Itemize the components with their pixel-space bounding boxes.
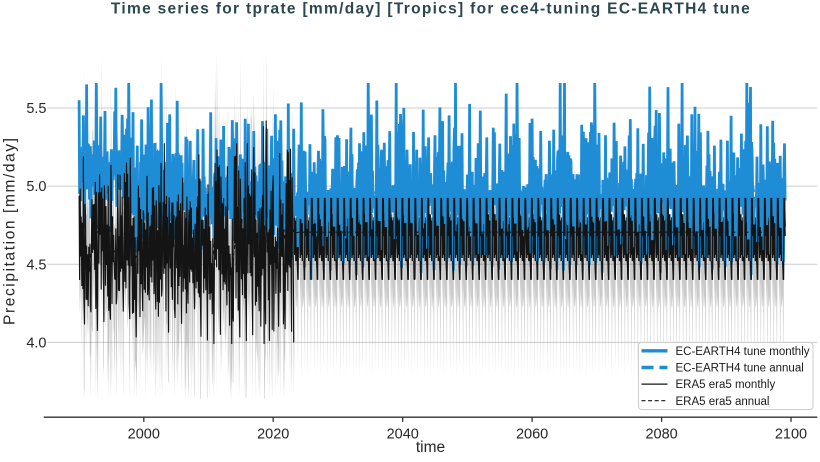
svg-text:Time series for tprate [mm/day: Time series for tprate [mm/day] [Tropics… — [111, 0, 751, 17]
svg-text:2060: 2060 — [516, 427, 548, 443]
svg-text:2040: 2040 — [387, 427, 419, 443]
svg-text:2020: 2020 — [257, 427, 289, 443]
svg-text:5.5: 5.5 — [26, 101, 46, 117]
svg-text:Precipitation [mm/day]: Precipitation [mm/day] — [2, 136, 19, 325]
svg-text:ERA5 era5 annual: ERA5 era5 annual — [676, 396, 770, 408]
svg-text:EC-EARTH4 tune monthly: EC-EARTH4 tune monthly — [676, 346, 810, 358]
svg-text:2100: 2100 — [775, 427, 807, 443]
svg-text:5.0: 5.0 — [26, 179, 46, 195]
svg-text:time: time — [416, 439, 445, 456]
svg-text:4.5: 4.5 — [26, 257, 46, 273]
svg-text:4.0: 4.0 — [26, 336, 46, 352]
svg-text:2000: 2000 — [128, 427, 160, 443]
svg-text:EC-EARTH4 tune annual: EC-EARTH4 tune annual — [676, 363, 804, 375]
svg-text:2080: 2080 — [645, 427, 677, 443]
svg-text:ERA5 era5 monthly: ERA5 era5 monthly — [676, 379, 776, 391]
